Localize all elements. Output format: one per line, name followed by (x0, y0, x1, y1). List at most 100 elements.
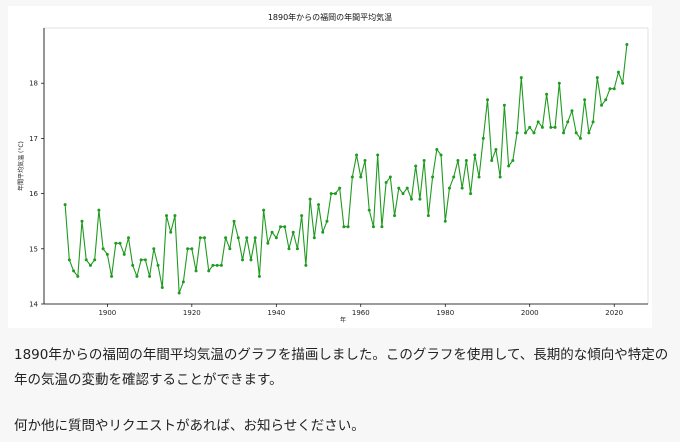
assistant-message-paragraph: 1890年からの福岡の年間平均気温のグラフを描画しました。このグラフを使用して、… (14, 347, 669, 388)
data-point (274, 236, 278, 240)
chart-title: 1890年からの福岡の年間平均気温 (268, 12, 392, 22)
temperature-line-chart: 1890年からの福岡の年間平均気温 1900 1920 1940 1960 1980 20… (17, 12, 649, 324)
y-tick-label: 15 (29, 245, 38, 253)
data-point (283, 225, 287, 229)
data-point (190, 247, 194, 251)
data-point (152, 247, 156, 251)
data-point (431, 175, 435, 179)
data-point (93, 258, 97, 262)
data-point (207, 269, 211, 273)
data-point (367, 208, 371, 212)
data-point (540, 125, 544, 129)
data-point (473, 153, 477, 157)
data-point (110, 274, 114, 278)
data-point (245, 236, 249, 240)
data-point (156, 263, 160, 267)
x-tick-label: 1940 (267, 309, 285, 317)
data-point (143, 258, 147, 262)
y-axis-label: 年間平均気温 (°C) (17, 141, 25, 191)
chart-panel: 1890年からの福岡の年間平均気温 1900 1920 1940 1960 1980 20… (8, 6, 652, 328)
data-point (515, 131, 519, 135)
data-point (194, 269, 198, 273)
x-tick-label: 1960 (352, 309, 370, 317)
data-point (291, 230, 295, 234)
data-point (126, 236, 130, 240)
y-tick-label: 16 (29, 190, 38, 198)
data-point (342, 225, 346, 229)
data-point (321, 230, 325, 234)
series-line (64, 44, 628, 294)
data-point (236, 236, 240, 240)
data-point (625, 43, 629, 47)
data-point (203, 236, 207, 240)
data-point (439, 153, 443, 157)
data-point (494, 147, 498, 151)
data-point (435, 147, 439, 151)
data-point (566, 120, 570, 124)
data-point (384, 181, 388, 185)
data-point (211, 263, 215, 267)
data-point (215, 263, 219, 267)
data-point (228, 247, 232, 251)
x-tick-label: 2020 (605, 309, 623, 317)
data-point (616, 70, 620, 74)
data-point (355, 153, 359, 157)
data-point (443, 219, 447, 223)
data-point (371, 225, 375, 229)
data-point (397, 186, 401, 190)
x-tick-label: 2000 (521, 309, 539, 317)
data-point (148, 274, 152, 278)
data-point (612, 87, 616, 91)
data-point (418, 197, 422, 201)
data-point (376, 153, 380, 157)
data-point (279, 225, 283, 229)
data-point (519, 76, 523, 80)
data-point (447, 186, 451, 190)
data-point (502, 103, 506, 107)
data-point (287, 247, 291, 251)
data-point (249, 258, 253, 262)
plot-area (43, 27, 649, 305)
data-point (388, 175, 392, 179)
data-point (312, 236, 316, 240)
data-point (160, 285, 164, 289)
x-tick-label: 1980 (436, 309, 454, 317)
data-point (346, 225, 350, 229)
data-point (105, 252, 109, 256)
data-point (511, 158, 515, 162)
data-point (257, 274, 261, 278)
data-point (164, 214, 168, 218)
y-tick-label: 14 (29, 301, 38, 309)
data-point (587, 131, 591, 135)
data-point (600, 103, 604, 107)
data-point (490, 158, 494, 162)
data-point (63, 203, 67, 207)
data-point (460, 186, 464, 190)
data-point (241, 258, 245, 262)
data-point (591, 120, 595, 124)
data-point (570, 109, 574, 113)
data-point (253, 236, 257, 240)
data-point (549, 125, 553, 129)
data-point (338, 186, 342, 190)
data-point (198, 236, 202, 240)
data-point (329, 192, 333, 196)
data-point (405, 186, 409, 190)
data-point (131, 263, 135, 267)
data-point (114, 241, 118, 245)
x-tick-label: 1900 (98, 309, 116, 317)
data-point (528, 125, 532, 129)
data-point (97, 208, 101, 212)
x-tick-label: 1920 (183, 309, 201, 317)
data-point (409, 197, 413, 201)
data-point (317, 203, 321, 207)
data-point (122, 252, 126, 256)
data-point (485, 98, 489, 102)
data-point (350, 175, 354, 179)
data-point (595, 76, 599, 80)
data-point (359, 175, 363, 179)
data-point (578, 136, 582, 140)
data-point (452, 175, 456, 179)
data-point (536, 120, 540, 124)
data-point (393, 214, 397, 218)
